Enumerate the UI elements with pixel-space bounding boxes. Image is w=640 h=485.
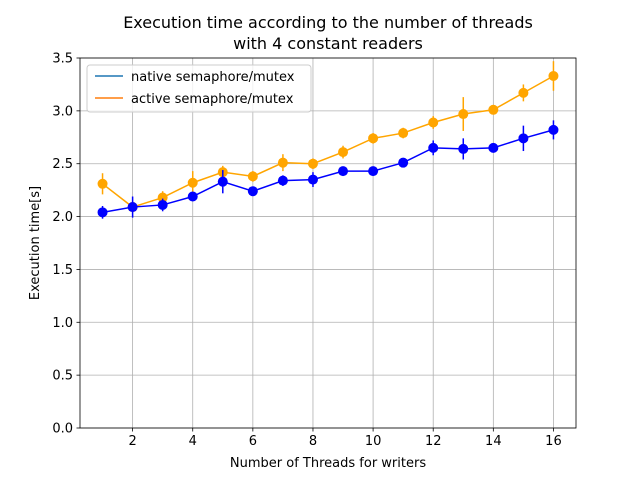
data-point-native bbox=[277, 175, 288, 186]
data-point-active bbox=[277, 157, 288, 168]
data-point-native bbox=[488, 142, 499, 153]
x-tick-label: 6 bbox=[249, 434, 257, 449]
data-point-active bbox=[428, 117, 439, 128]
legend-label-native: native semaphore/mutex bbox=[131, 70, 295, 85]
series-line-active bbox=[102, 75, 554, 208]
data-point-active bbox=[398, 128, 409, 139]
x-tick-label: 16 bbox=[545, 434, 562, 449]
y-tick-label: 0.0 bbox=[52, 422, 73, 437]
data-point-active bbox=[368, 133, 379, 144]
x-tick-label: 10 bbox=[365, 434, 382, 449]
x-tick-label: 12 bbox=[425, 434, 442, 449]
y-tick-label: 2.0 bbox=[52, 210, 73, 225]
legend-box bbox=[86, 64, 312, 113]
data-point-active bbox=[307, 158, 318, 169]
data-point-native bbox=[518, 133, 529, 144]
data-point-native bbox=[187, 191, 198, 202]
chart-title-line-2: with 4 constant readers bbox=[233, 34, 423, 53]
data-point-active bbox=[548, 70, 559, 81]
data-point-native bbox=[428, 142, 439, 153]
x-axis-label: Number of Threads for writers bbox=[230, 456, 426, 471]
series-line-native bbox=[102, 129, 554, 214]
x-tick-label: 4 bbox=[189, 434, 197, 449]
tick-layer: 2 4 6 8 10 12 14 16 0.0 0.5 1.0 1.5 2.0 2.5 3.0 3.5 bbox=[52, 52, 561, 450]
data-point-active bbox=[187, 177, 198, 188]
x-tick-label: 14 bbox=[485, 434, 502, 449]
y-tick-label: 3.5 bbox=[52, 52, 73, 67]
y-tick-label: 1.5 bbox=[52, 263, 73, 278]
data-point-native bbox=[368, 166, 379, 177]
series-layer bbox=[97, 61, 559, 219]
data-point-native bbox=[97, 207, 108, 218]
data-point-native bbox=[398, 157, 409, 168]
data-point-native bbox=[307, 174, 318, 185]
data-point-active bbox=[247, 171, 258, 182]
data-point-native bbox=[548, 124, 559, 135]
data-point-native bbox=[247, 186, 258, 197]
data-point-active bbox=[97, 178, 108, 189]
y-tick-label: 0.5 bbox=[52, 369, 73, 384]
data-point-active bbox=[488, 104, 499, 115]
chart-title-line-1: Execution time according to the number o… bbox=[123, 13, 533, 32]
x-tick-label: 2 bbox=[128, 434, 136, 449]
data-point-native bbox=[127, 202, 138, 213]
data-point-active bbox=[458, 109, 469, 120]
y-tick-label: 3.0 bbox=[52, 104, 73, 119]
y-tick-label: 1.0 bbox=[52, 316, 73, 331]
data-point-native bbox=[458, 143, 469, 154]
data-point-native bbox=[217, 176, 228, 187]
data-point-active bbox=[518, 87, 529, 98]
plot-frame bbox=[79, 57, 577, 429]
y-tick-label: 2.5 bbox=[52, 157, 73, 172]
x-tick-label: 8 bbox=[309, 434, 317, 449]
y-axis-label: Execution time[s] bbox=[28, 186, 43, 300]
legend: native semaphore/mutex active semaphore/… bbox=[86, 64, 312, 113]
data-point-active bbox=[338, 147, 349, 158]
legend-label-active: active semaphore/mutex bbox=[131, 92, 294, 107]
data-point-active bbox=[157, 192, 168, 203]
data-point-native bbox=[338, 166, 349, 177]
series-native bbox=[97, 120, 559, 219]
data-point-native bbox=[157, 199, 168, 210]
